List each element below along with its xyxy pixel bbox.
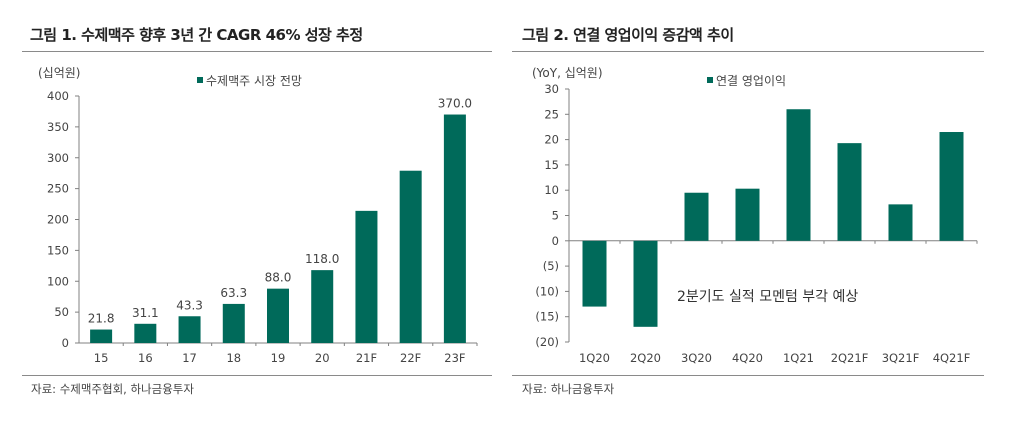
y-tick-label: 0	[62, 336, 69, 350]
legend-swatch	[197, 77, 203, 83]
bar	[90, 329, 113, 343]
chart-2-source: 자료: 하나금융투자	[522, 382, 615, 396]
chart-1-top-rule	[22, 51, 492, 52]
chart-2: (YoY, 십억원) 연결 영업이익 (20) (15) (10) (5) 0 5 10 15 20…	[532, 66, 978, 365]
y-tick-label: 100	[47, 274, 69, 288]
chart-1: (십억원) 수제맥주 시장 전망 0 50 100 150 200 250 300 350 400 1…	[38, 66, 478, 365]
data-label: 370.0	[438, 97, 472, 111]
legend-label: 수제맥주 시장 전망	[206, 74, 302, 88]
data-label: 31.1	[132, 306, 159, 320]
bar	[735, 188, 760, 241]
chart-1-source: 자료: 수제맥주협회, 하나금융투자	[31, 382, 194, 396]
y-tick-label: (20)	[535, 335, 559, 349]
chart-panel-1: 그림 1. 수제맥주 향후 3년 간 CAGR 46% 성장 추정 (십억원) 수…	[22, 26, 492, 396]
y-tick-label: 300	[47, 151, 69, 165]
bar	[888, 204, 913, 241]
legend-label: 연결 영업이익	[716, 74, 786, 88]
y-tick-label: (10)	[535, 284, 559, 298]
x-tick-label: 23F	[444, 351, 465, 365]
x-tick-label: 18	[226, 351, 241, 365]
y-tick-label: 30	[544, 82, 559, 96]
chart-1-title: 그림 1. 수제맥주 향후 3년 간 CAGR 46% 성장 추정	[30, 26, 363, 44]
x-tick-label: 3Q21F	[882, 351, 920, 365]
y-tick-label: 5	[552, 209, 559, 223]
bar	[399, 170, 422, 343]
x-tick-label: 1Q21	[783, 351, 814, 365]
bar	[222, 303, 245, 343]
x-tick-label: 4Q21F	[933, 351, 971, 365]
x-tick-label: 4Q20	[732, 351, 763, 365]
y-tick-label: 350	[47, 120, 69, 134]
y-tick-label: 15	[544, 158, 559, 172]
data-label: 43.3	[176, 298, 203, 312]
x-tick-label: 17	[182, 351, 197, 365]
chart-1-bottom-rule	[22, 375, 492, 376]
unit-label: (YoY, 십억원)	[532, 66, 603, 80]
bar	[267, 288, 289, 343]
bar	[134, 323, 157, 343]
annotation: 2분기도 실적 모멘텀 부각 예상	[677, 289, 858, 305]
chart-2-title: 그림 2. 연결 영업이익 증감액 추이	[522, 26, 734, 44]
y-tick-label: 20	[544, 133, 559, 147]
x-tick-label: 20	[315, 351, 330, 365]
legend-swatch	[707, 77, 713, 83]
y-tick-label: 10	[544, 183, 559, 197]
bar	[633, 240, 658, 327]
y-tick-label: 25	[544, 107, 559, 121]
bar	[684, 192, 709, 241]
y-tick-label: 400	[47, 89, 69, 103]
chart-panel-2: 그림 2. 연결 영업이익 증감액 추이 (YoY, 십억원) 연결 영업이익 (2…	[512, 0, 1024, 427]
x-tick-label: 15	[94, 351, 109, 365]
x-tick-label: 3Q20	[681, 351, 712, 365]
bar	[837, 143, 862, 241]
chart-2-top-rule	[512, 51, 984, 52]
bar	[582, 240, 607, 307]
x-tick-label: 16	[138, 351, 153, 365]
y-tick-label: 0	[552, 234, 559, 248]
y-tick-label: (5)	[543, 259, 559, 273]
bar	[786, 109, 811, 241]
chart-2-bottom-rule	[512, 375, 984, 376]
bar	[178, 316, 201, 343]
x-tick-label: 2Q21F	[831, 351, 869, 365]
data-label: 63.3	[220, 286, 247, 300]
y-tick-label: (15)	[535, 310, 559, 324]
y-tick-label: 150	[47, 243, 69, 257]
unit-label: (십억원)	[38, 66, 80, 80]
data-label: 118.0	[305, 252, 339, 266]
x-tick-label: 1Q20	[579, 351, 610, 365]
x-tick-label: 2Q20	[630, 351, 661, 365]
bar	[311, 270, 334, 343]
x-tick-label: 21F	[356, 351, 377, 365]
x-tick-label: 19	[271, 351, 286, 365]
bar	[355, 210, 378, 343]
bar	[443, 114, 466, 344]
data-label: 21.8	[88, 312, 115, 326]
x-tick-label: 22F	[400, 351, 421, 365]
bar	[939, 132, 964, 241]
y-tick-label: 50	[54, 305, 69, 319]
y-tick-label: 200	[47, 213, 69, 227]
data-label: 88.0	[265, 271, 292, 285]
y-tick-label: 250	[47, 182, 69, 196]
